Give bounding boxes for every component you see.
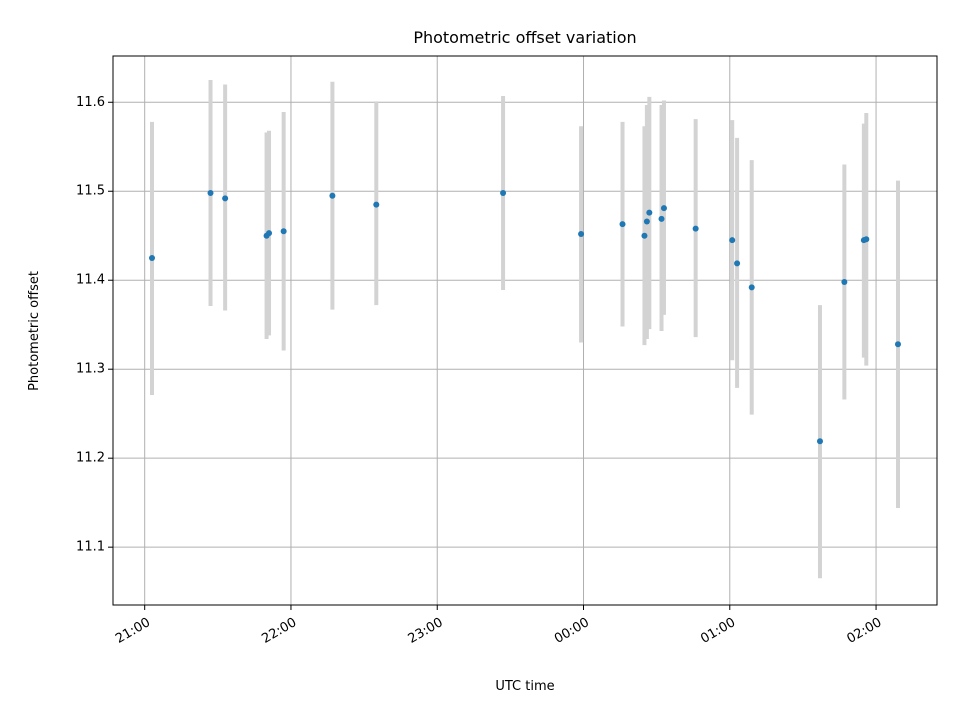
y-tick-label: 11.4: [76, 273, 105, 288]
data-point: [748, 284, 755, 291]
data-point: [222, 195, 229, 202]
y-axis-label: Photometric offset: [27, 271, 42, 391]
x-axis-label: UTC time: [495, 679, 554, 694]
data-point: [660, 205, 667, 212]
y-tick-label: 11.5: [76, 184, 105, 199]
data-point: [863, 236, 870, 243]
data-point: [500, 190, 507, 197]
data-point: [619, 221, 626, 228]
plot-frame: [112, 55, 938, 606]
data-point: [207, 190, 214, 197]
data-point: [729, 237, 736, 244]
data-point: [641, 232, 648, 239]
data-point: [894, 341, 901, 348]
data-point: [734, 260, 741, 267]
data-point: [841, 279, 848, 286]
y-tick-label: 11.3: [76, 362, 105, 377]
data-point: [816, 438, 823, 445]
y-tick-label: 11.2: [76, 451, 105, 466]
data-points: [149, 190, 901, 445]
data-point: [646, 209, 653, 216]
y-axis: 11.1 11.2 11.3 11.4 11.5 11.6: [76, 95, 113, 555]
data-point: [692, 225, 699, 232]
grid: [113, 56, 937, 605]
data-point: [329, 192, 336, 199]
data-point: [149, 254, 156, 261]
y-tick-label: 11.1: [76, 540, 105, 555]
chart-title: Photometric offset variation: [413, 28, 636, 47]
y-tick-label: 11.6: [76, 95, 105, 110]
data-point: [578, 230, 585, 237]
data-point: [280, 228, 287, 235]
data-point: [643, 218, 650, 225]
data-point: [266, 230, 273, 237]
data-point: [658, 215, 665, 222]
data-point: [373, 201, 380, 208]
